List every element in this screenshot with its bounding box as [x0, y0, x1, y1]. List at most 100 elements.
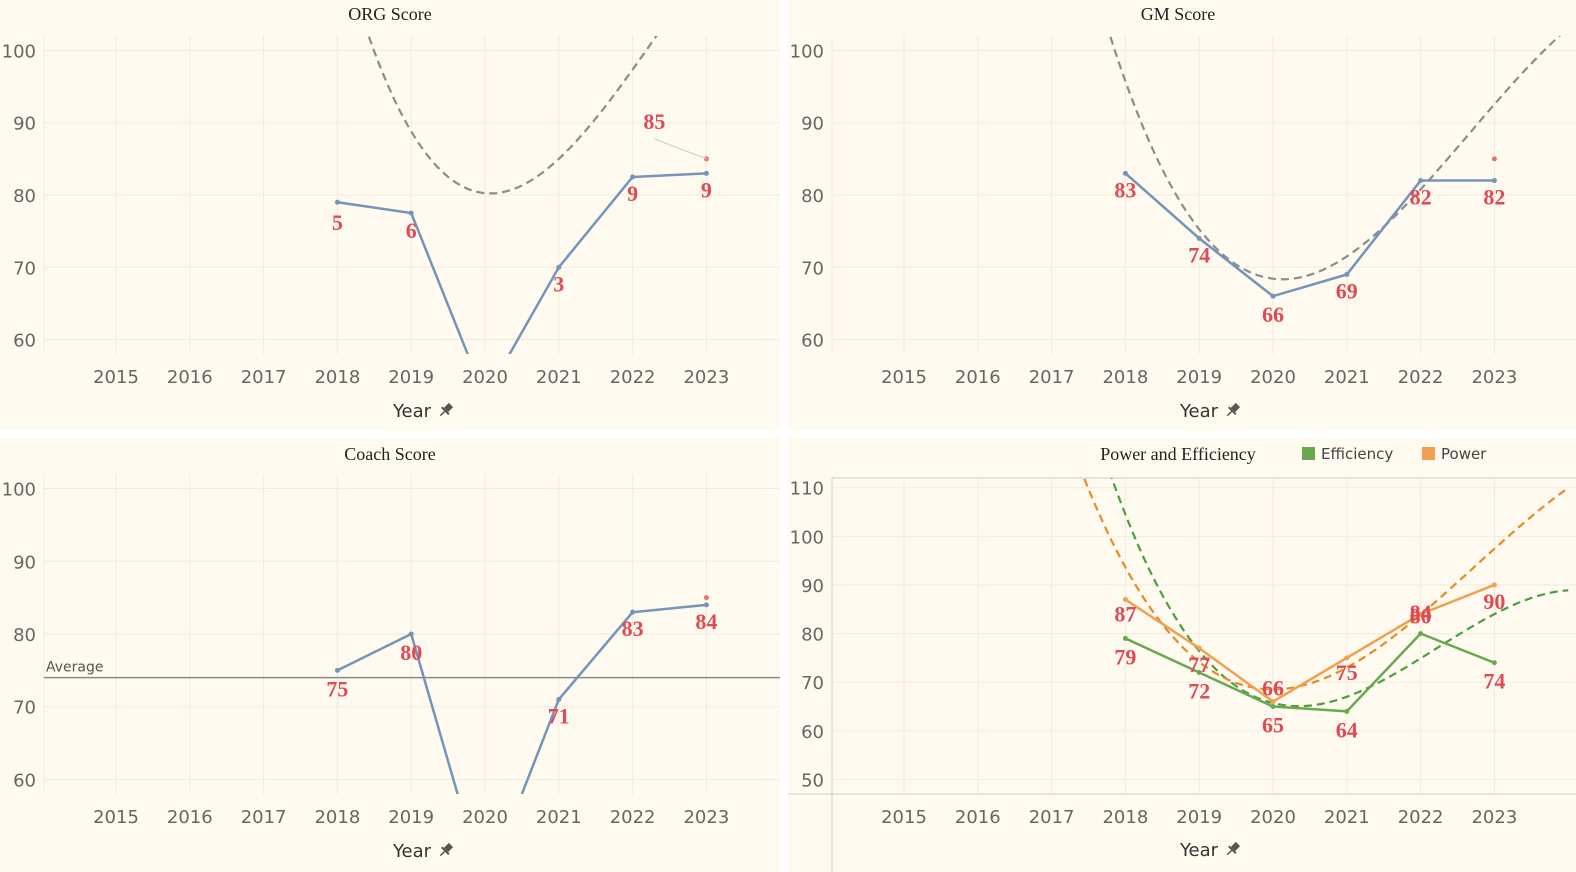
pin-needle: [439, 850, 446, 857]
org-score-panel: ORG Score 60 70 80 90 100 2015 2016 2017 2018 2019…: [0, 0, 780, 430]
x-tick-label: 2018: [314, 367, 360, 388]
data-label: 84: [1410, 600, 1432, 625]
y-tick-label: 90: [801, 576, 824, 597]
data-label: 83: [622, 616, 644, 641]
data-label: 74: [1483, 669, 1505, 694]
power-efficiency-chart: Power and Efficiency Efficiency Power 50 60 7…: [788, 444, 1576, 872]
data-label: 9: [627, 181, 638, 206]
y-tick-label: 50: [801, 770, 824, 791]
pin-icon: [1226, 841, 1241, 856]
data-label: 64: [1336, 717, 1358, 742]
data-label: 5: [332, 210, 343, 235]
x-tick-label: 2019: [1176, 367, 1222, 388]
pin-icon: [439, 842, 454, 857]
data-label: 66: [1262, 676, 1284, 701]
data-label: 84: [695, 609, 717, 634]
highlight-point: [703, 595, 709, 601]
plot-area: [1109, 36, 1562, 299]
y-tick-label: 90: [13, 114, 36, 135]
data-label: 90: [1483, 589, 1505, 614]
y-tick-label: 110: [790, 479, 824, 500]
x-tick-label: 2018: [1102, 807, 1148, 828]
data-label: 82: [1483, 185, 1505, 210]
x-tick-label: 2021: [536, 807, 582, 828]
data-point: [556, 264, 562, 270]
data-label: 66: [1262, 302, 1284, 327]
y-tick-label: 70: [801, 673, 824, 694]
pin-head: [443, 842, 454, 853]
data-point: [556, 696, 562, 702]
x-tick-label: 2018: [314, 807, 360, 828]
data-label: 72: [1188, 678, 1210, 703]
x-tick-label: 2020: [1250, 807, 1296, 828]
data-point: [630, 174, 636, 180]
data-label: 74: [1188, 242, 1210, 267]
data-label: 80: [1410, 604, 1432, 629]
x-axis-title: Year: [392, 401, 432, 422]
data-point: [408, 210, 414, 216]
pin-head: [1230, 841, 1241, 852]
data-point: [1344, 708, 1350, 714]
coach-score-chart: Coach Score 60 70 80 90 100 2015 2016 2017 2018 20…: [2, 444, 780, 862]
gm-score-panel: GM Score 60 70 80 90 100 2015 2016 2017 2018 2019 2…: [788, 0, 1576, 430]
trend-line: [1109, 36, 1562, 281]
x-tick-label: 2016: [955, 367, 1001, 388]
pin-base: [441, 846, 450, 855]
data-point: [334, 667, 340, 673]
x-tick-label: 2022: [610, 807, 656, 828]
series-line-efficiency: [1124, 632, 1495, 713]
data-point: [703, 602, 709, 608]
data-point: [408, 631, 414, 637]
y-tick-label: 80: [801, 625, 824, 646]
x-tick-label: 2015: [93, 367, 139, 388]
x-tick-label: 2015: [881, 367, 927, 388]
y-tick-label: 60: [801, 722, 824, 743]
pin-head: [1230, 402, 1241, 413]
x-tick-label: 2017: [1029, 807, 1075, 828]
x-tick-label: 2020: [1250, 367, 1296, 388]
x-axis-title: Year: [392, 841, 432, 862]
pin-needle: [1226, 849, 1233, 856]
org-score-chart: ORG Score 60 70 80 90 100 2015 2016 2017 2018 2019…: [2, 4, 780, 422]
chart-title: Coach Score: [344, 444, 435, 464]
y-tick-label: 90: [13, 552, 36, 573]
data-point: [1122, 597, 1128, 603]
pin-base: [1228, 406, 1237, 415]
pin-base: [441, 406, 450, 415]
data-label: 75: [1336, 660, 1358, 685]
x-tick-label: 2023: [1471, 807, 1517, 828]
series-line: [337, 172, 707, 354]
x-tick-label: 2022: [1398, 367, 1444, 388]
data-point: [1196, 669, 1202, 675]
highlight-point: [1491, 156, 1497, 162]
data-point: [1418, 178, 1424, 184]
pin-base: [1228, 845, 1237, 854]
data-label: 87: [1114, 602, 1136, 627]
x-tick-label: 2016: [955, 807, 1001, 828]
x-tick-label: 2022: [610, 367, 656, 388]
data-point: [1491, 660, 1497, 666]
y-tick-label: 100: [790, 41, 824, 62]
data-label: 69: [1336, 279, 1358, 304]
x-tick-label: 2019: [388, 807, 434, 828]
legend-swatch-power: [1422, 447, 1435, 460]
y-tick-label: 60: [13, 331, 36, 352]
data-point: [1196, 235, 1202, 241]
highlight-label: 85: [643, 109, 665, 134]
trend-line-power: [1082, 478, 1569, 691]
legend-label-power: Power: [1441, 445, 1487, 463]
series-line-power: [1124, 583, 1495, 704]
data-label: 65: [1262, 712, 1284, 737]
y-tick-label: 90: [801, 114, 824, 135]
data-label: 3: [553, 271, 564, 296]
data-label: 83: [1114, 177, 1136, 202]
data-point: [630, 609, 636, 615]
y-tick-label: 60: [801, 331, 824, 352]
gm-score-chart: GM Score 60 70 80 90 100 2015 2016 2017 2018 2019 2…: [790, 4, 1576, 422]
x-tick-label: 2020: [462, 807, 508, 828]
pin-icon: [1226, 402, 1241, 417]
data-point: [1270, 293, 1276, 299]
pin-needle: [439, 410, 446, 417]
data-label: 80: [400, 640, 422, 665]
pin-needle: [1226, 410, 1233, 417]
